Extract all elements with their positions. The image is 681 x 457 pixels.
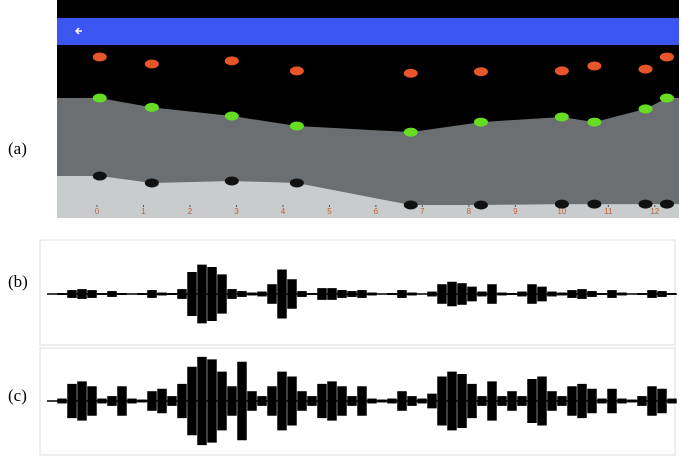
point xyxy=(639,200,653,209)
panel-label: (b) xyxy=(8,272,28,291)
point xyxy=(404,69,418,78)
x-tick-label: 12 xyxy=(650,207,659,216)
point xyxy=(404,201,418,210)
x-tick-label: 3 xyxy=(234,207,239,216)
point xyxy=(225,56,239,65)
point xyxy=(474,118,488,127)
x-tick-label: 11 xyxy=(604,207,613,216)
point xyxy=(660,200,674,209)
x-tick-label: 8 xyxy=(467,207,472,216)
point xyxy=(145,59,159,68)
point xyxy=(639,104,653,113)
x-tick-label: 9 xyxy=(513,207,518,216)
x-tick-label: 6 xyxy=(374,207,379,216)
x-tick-label: 4 xyxy=(281,207,286,216)
x-tick-label: 5 xyxy=(327,207,332,216)
point xyxy=(660,52,674,61)
panel-label: (a) xyxy=(8,139,27,158)
page: {"chart_data": [ {"type": "scatter", "pa… xyxy=(0,0,681,457)
point xyxy=(93,94,107,103)
point xyxy=(587,118,601,127)
point xyxy=(290,121,304,130)
point xyxy=(474,67,488,76)
app-bar xyxy=(57,18,679,45)
point xyxy=(225,176,239,185)
point xyxy=(93,172,107,181)
panel-label: (c) xyxy=(8,386,27,405)
point xyxy=(587,61,601,70)
point xyxy=(145,178,159,187)
x-tick-label: 2 xyxy=(188,207,193,216)
point xyxy=(555,112,569,121)
point xyxy=(474,201,488,210)
point xyxy=(145,103,159,112)
point xyxy=(660,94,674,103)
point xyxy=(404,128,418,137)
figure: 0123456789101112(a)(b)(c) xyxy=(0,0,681,457)
x-tick-label: 7 xyxy=(420,207,425,216)
point xyxy=(290,178,304,187)
point xyxy=(555,66,569,75)
x-tick-label: 1 xyxy=(141,207,146,216)
point xyxy=(290,66,304,75)
point xyxy=(639,65,653,74)
point xyxy=(93,52,107,61)
x-tick-label: 0 xyxy=(95,207,100,216)
point xyxy=(555,200,569,209)
point xyxy=(587,200,601,209)
point xyxy=(225,112,239,121)
